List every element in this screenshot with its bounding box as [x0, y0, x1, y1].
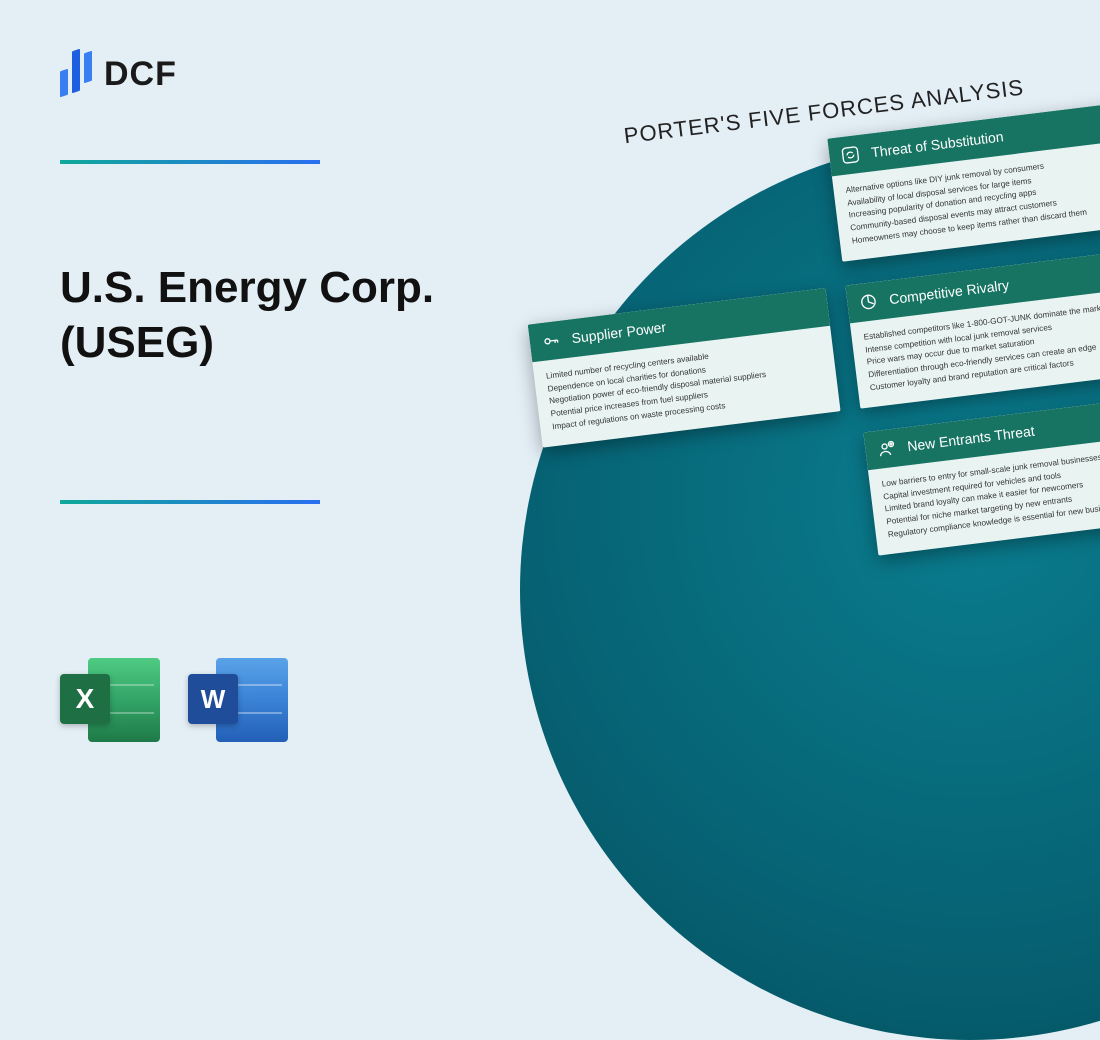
divider-bottom	[60, 500, 320, 504]
pie-icon	[856, 290, 881, 315]
file-type-icons: X W	[60, 650, 288, 750]
word-icon: W	[188, 650, 288, 750]
key-icon	[539, 329, 564, 354]
page-title: U.S. Energy Corp. (USEG)	[60, 260, 520, 370]
divider-top	[60, 160, 320, 164]
user-add-icon	[874, 437, 899, 462]
title-line-1: U.S. Energy Corp.	[60, 263, 434, 312]
brand-logo: DCF	[60, 50, 177, 98]
brand-name: DCF	[104, 55, 177, 94]
card-title: Supplier Power	[571, 319, 667, 346]
title-line-2: (USEG)	[60, 318, 214, 367]
word-letter: W	[188, 674, 238, 724]
porter-diagram: PORTER'S FIVE FORCES ANALYSIS Threat of …	[505, 60, 1100, 178]
excel-icon: X	[60, 650, 160, 750]
card-title: New Entrants Threat	[906, 423, 1035, 454]
card-title: Threat of Substitution	[870, 128, 1004, 160]
excel-letter: X	[60, 674, 110, 724]
card-title: Competitive Rivalry	[888, 277, 1010, 308]
refresh-icon	[838, 143, 863, 168]
logo-mark	[60, 50, 92, 98]
